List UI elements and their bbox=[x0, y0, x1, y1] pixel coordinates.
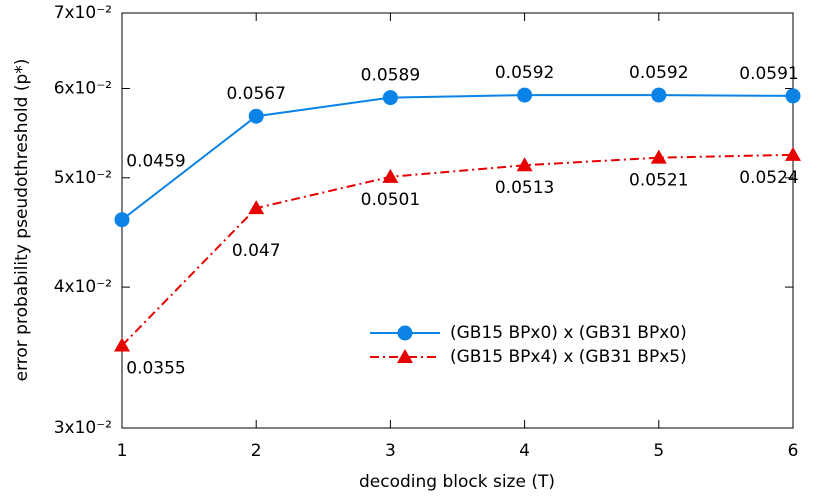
data-label: 0.0521 bbox=[629, 171, 688, 191]
data-label: 0.0591 bbox=[739, 64, 798, 84]
circle-marker bbox=[651, 87, 667, 103]
y-tick-label: 3x10⁻² bbox=[54, 418, 112, 438]
legend-label: (GB15 BPx0) x (GB31 BPx0) bbox=[450, 323, 687, 343]
circle-marker bbox=[785, 88, 801, 104]
circle-marker bbox=[114, 212, 130, 228]
series-line bbox=[121, 153, 794, 347]
data-label: 0.0459 bbox=[126, 152, 185, 172]
data-label: 0.0524 bbox=[739, 168, 798, 188]
data-label: 0.0513 bbox=[495, 178, 554, 198]
data-label: 0.047 bbox=[232, 241, 281, 261]
legend-label: (GB15 BPx4) x (GB31 BPx5) bbox=[450, 347, 687, 367]
y-tick-label: 5x10⁻² bbox=[54, 168, 112, 188]
triangle-marker bbox=[248, 200, 265, 215]
triangle-marker bbox=[785, 146, 801, 161]
circle-marker bbox=[397, 325, 413, 341]
x-tick-label: 5 bbox=[653, 441, 664, 461]
x-tick-label: 1 bbox=[117, 441, 128, 461]
data-label: 0.0567 bbox=[226, 84, 285, 104]
y-tick-label: 6x10⁻² bbox=[54, 79, 112, 99]
data-label: 0.0592 bbox=[495, 63, 554, 83]
triangle-marker bbox=[382, 168, 399, 183]
circle-marker bbox=[248, 108, 264, 124]
series-line bbox=[121, 94, 794, 221]
x-tick-label: 4 bbox=[519, 441, 530, 461]
y-axis-label: error probability pseudothreshold (p*) bbox=[12, 59, 32, 382]
y-tick-label: 4x10⁻² bbox=[54, 277, 112, 297]
x-tick-label: 6 bbox=[788, 441, 799, 461]
data-label: 0.0355 bbox=[126, 359, 185, 379]
triangle-marker bbox=[516, 157, 533, 172]
triangle-marker bbox=[114, 337, 130, 352]
data-label: 0.0592 bbox=[629, 63, 688, 83]
data-label: 0.0589 bbox=[361, 66, 420, 86]
circle-marker bbox=[517, 87, 533, 103]
y-tick-label: 7x10⁻² bbox=[54, 3, 112, 23]
x-tick-label: 3 bbox=[385, 441, 396, 461]
triangle-marker bbox=[650, 149, 667, 164]
circle-marker bbox=[382, 90, 398, 106]
triangle-marker bbox=[397, 349, 413, 363]
data-label: 0.0501 bbox=[361, 190, 420, 210]
x-tick-label: 2 bbox=[251, 441, 262, 461]
x-axis-label: decoding block size (T) bbox=[359, 472, 555, 492]
